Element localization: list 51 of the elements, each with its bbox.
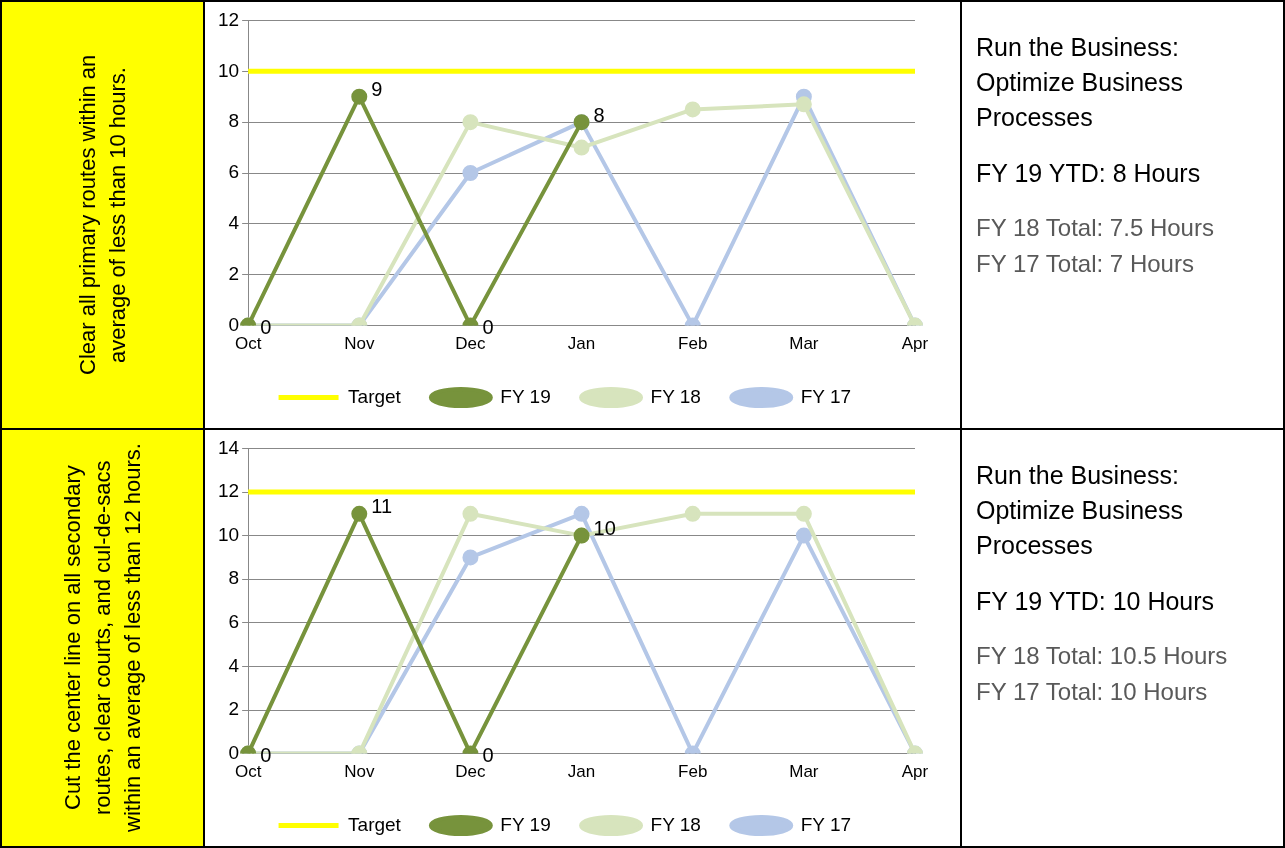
y-tick-label: 4 [228, 212, 240, 234]
legend-label: Target [348, 813, 402, 835]
data-label: 0 [260, 744, 272, 767]
text: FY 19 YTD: 10 Hours [976, 587, 1216, 616]
x-tick-label: Nov [344, 334, 375, 354]
x-tick-label: Jan [567, 334, 596, 354]
text: Run the Business: Optimize Business Processes [976, 460, 1185, 561]
y-tick-label: 12 [217, 8, 240, 30]
text: FY 18 Total: 7.5 Hours [976, 214, 1215, 242]
x-tick-label: Feb [678, 762, 708, 782]
y-tick-label: 12 [217, 480, 240, 502]
y-tick-label: 14 [217, 436, 240, 458]
y-tick-label: 6 [228, 161, 240, 183]
y-tick-label: 8 [228, 567, 240, 589]
legend-label: Target [348, 385, 402, 407]
x-tick-label: Nov [344, 762, 375, 782]
x-tick-label: Mar [789, 762, 819, 782]
legend-label: FY 19 [500, 385, 551, 407]
x-tick-label: Feb [678, 334, 708, 354]
x-tick-label: Apr [901, 762, 929, 782]
legend-label: FY 17 [800, 813, 852, 835]
data-label: 10 [593, 517, 616, 540]
y-tick-label: 2 [228, 262, 240, 284]
y-tick-label: 6 [228, 611, 240, 633]
y-tick-label: 2 [228, 698, 240, 720]
legend-label: FY 17 [800, 385, 852, 407]
y-tick-label: 8 [228, 110, 240, 132]
y-axis-title: Cut the center line on all secondary routes, clear courts, and cul-de-sacs within an average of less than 12 hours. [58, 442, 146, 835]
legend-label: FY 18 [650, 385, 701, 407]
y-tick-label: 10 [217, 59, 240, 81]
data-label: 9 [371, 78, 383, 101]
x-tick-label: Oct [234, 762, 262, 782]
text: FY 17 Total: 7 Hours [976, 250, 1195, 278]
x-tick-label: Mar [789, 334, 819, 354]
y-axis-title: Clear all primary routes within an average of less than 10 hours. [73, 53, 131, 378]
y-tick-label: 4 [228, 654, 240, 676]
text: Run the Business: Optimize Business Processes [976, 32, 1185, 133]
y-tick-label: 0 [228, 313, 240, 335]
legend-label: FY 18 [650, 813, 701, 835]
y-tick-label: 10 [217, 523, 240, 545]
x-tick-label: Oct [234, 334, 262, 354]
data-label: 8 [593, 103, 605, 126]
text: FY 18 Total: 10.5 Hours [976, 642, 1229, 670]
legend-label: FY 19 [500, 813, 551, 835]
x-tick-label: Jan [567, 762, 596, 782]
x-tick-label: Apr [901, 334, 929, 354]
data-label: 0 [260, 316, 272, 339]
data-label: 11 [371, 495, 393, 518]
text: FY 19 YTD: 8 Hours [976, 159, 1202, 188]
y-tick-label: 0 [228, 741, 240, 763]
text: FY 17 Total: 10 Hours [976, 678, 1209, 706]
